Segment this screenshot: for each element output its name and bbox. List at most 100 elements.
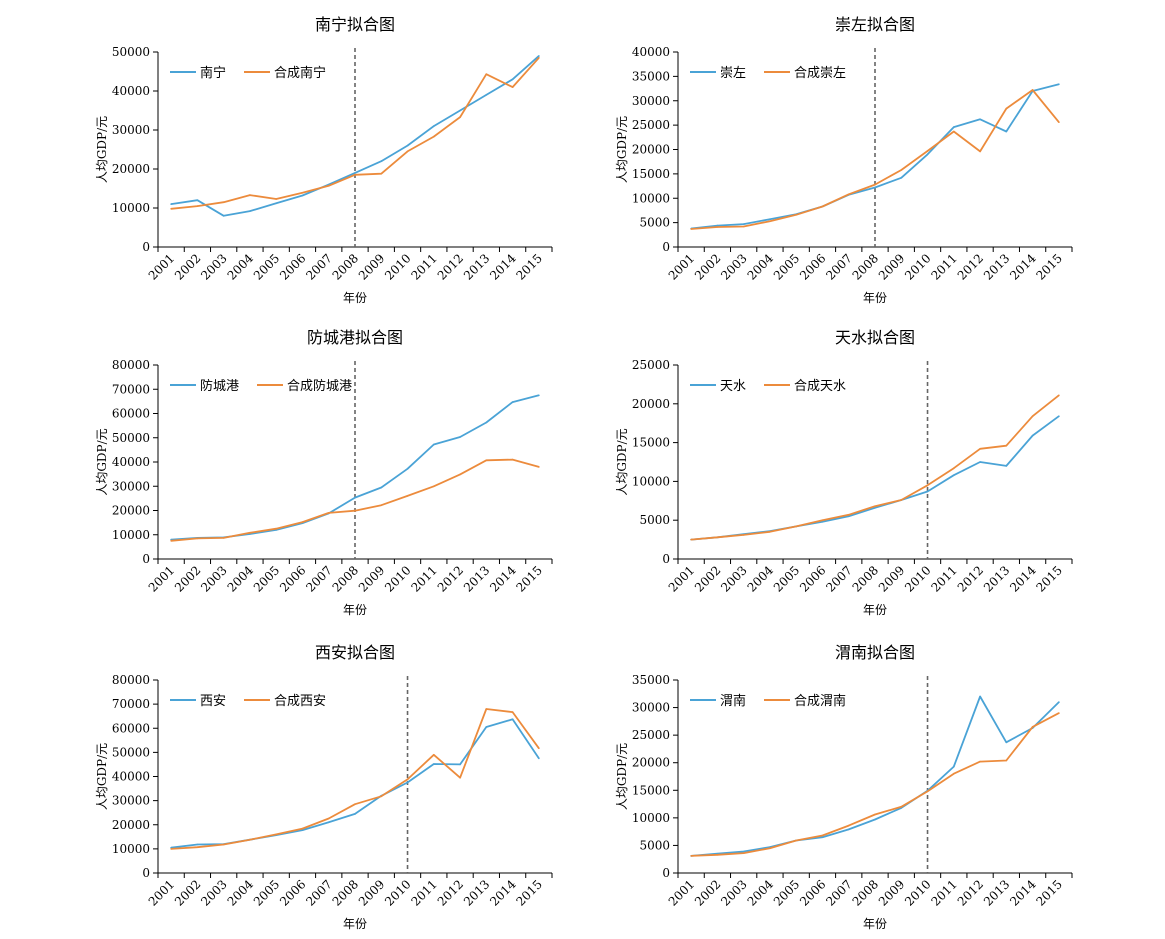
data-point bbox=[716, 224, 719, 227]
x-tick-label: 2002 bbox=[172, 877, 203, 908]
x-tick-label: 2012 bbox=[955, 251, 986, 282]
data-point bbox=[459, 776, 461, 779]
x-tick-label: 2012 bbox=[435, 251, 466, 282]
x-tick-label: 2007 bbox=[303, 563, 334, 594]
y-tick-label: 0 bbox=[662, 240, 670, 254]
data-point bbox=[354, 496, 356, 499]
data-point bbox=[354, 509, 356, 512]
data-point bbox=[1031, 434, 1034, 437]
data-point bbox=[953, 474, 955, 476]
x-tick-label: 2004 bbox=[745, 877, 777, 909]
data-point bbox=[1031, 415, 1034, 417]
series-line-actual bbox=[170, 718, 540, 849]
x-tick-label: 2004 bbox=[225, 251, 257, 283]
x-tick-label: 2014 bbox=[487, 563, 519, 595]
x-tick-label: 2013 bbox=[461, 563, 492, 594]
y-tick-label: 0 bbox=[142, 240, 150, 254]
data-point bbox=[511, 78, 514, 81]
x-tick-label: 2008 bbox=[330, 251, 361, 282]
data-point bbox=[249, 838, 251, 841]
data-point bbox=[275, 833, 278, 836]
data-point bbox=[538, 57, 540, 59]
y-tick-label: 15000 bbox=[632, 167, 670, 181]
data-point bbox=[538, 55, 540, 57]
data-point bbox=[275, 202, 278, 205]
chart-xian: 西安拟合图 0 10000 20000 30000 40000 50000 60000 7000… bbox=[0, 626, 582, 939]
x-tick-label: 2015 bbox=[1033, 251, 1064, 282]
data-point bbox=[406, 495, 409, 497]
x-tick-label: 2013 bbox=[981, 251, 1012, 282]
x-tick-label: 2009 bbox=[356, 877, 387, 908]
chart-svg: 渭南拟合图 0 5000 10000 15000 20000 25000 30000 35000… bbox=[615, 643, 1073, 931]
data-point bbox=[874, 183, 876, 186]
y-tick-label: 20000 bbox=[632, 397, 670, 411]
x-tick-label: 2008 bbox=[330, 563, 361, 594]
x-tick-label: 2005 bbox=[251, 251, 282, 282]
y-tick-label: 30000 bbox=[112, 479, 150, 493]
x-tick-label: 2008 bbox=[330, 877, 361, 908]
data-point bbox=[538, 466, 540, 468]
data-point bbox=[690, 228, 692, 230]
x-tick-label: 2001 bbox=[666, 563, 697, 594]
data-point bbox=[538, 747, 540, 750]
data-point bbox=[222, 215, 225, 217]
y-tick-label: 40000 bbox=[112, 84, 150, 98]
x-tick-label: 2007 bbox=[303, 877, 334, 908]
data-point bbox=[380, 504, 383, 506]
y-tick-label: 60000 bbox=[112, 721, 150, 735]
data-point bbox=[926, 153, 929, 156]
x-tick-label: 2009 bbox=[876, 563, 907, 594]
data-point bbox=[196, 843, 199, 846]
series-line-synthetic bbox=[691, 712, 1060, 857]
x-tick-label: 2012 bbox=[955, 563, 986, 594]
data-point bbox=[459, 116, 461, 118]
data-point bbox=[485, 459, 488, 462]
data-point bbox=[511, 86, 514, 88]
x-tick-label: 2012 bbox=[955, 877, 986, 908]
data-point bbox=[538, 757, 540, 760]
data-point bbox=[196, 199, 199, 201]
x-tick-label: 2001 bbox=[146, 251, 177, 282]
data-point bbox=[485, 708, 488, 710]
data-point bbox=[222, 537, 225, 539]
data-point bbox=[249, 194, 251, 196]
x-tick-label: 2009 bbox=[356, 251, 387, 282]
data-point bbox=[433, 485, 435, 488]
y-tick-label: 10000 bbox=[112, 201, 150, 215]
data-point bbox=[795, 214, 797, 216]
data-point bbox=[769, 220, 771, 222]
x-tick-label: 2003 bbox=[718, 251, 749, 282]
y-axis-label: 人均GDP/元 bbox=[615, 743, 629, 810]
chart-nanning: 南宁拟合图 0 10000 20000 30000 40000 50000 2001 2002 2… bbox=[0, 0, 582, 313]
chart-title: 南宁拟合图 bbox=[315, 15, 395, 34]
x-tick-label: 2003 bbox=[198, 251, 229, 282]
x-tick-label: 2014 bbox=[487, 251, 519, 283]
data-point bbox=[1058, 394, 1060, 397]
y-axis-label: 人均GDP/元 bbox=[615, 428, 629, 495]
x-tick-label: 2010 bbox=[902, 251, 933, 282]
data-point bbox=[979, 448, 981, 450]
x-tick-label: 2009 bbox=[876, 251, 907, 282]
data-point bbox=[900, 177, 903, 179]
y-tick-label: 10000 bbox=[632, 474, 670, 488]
y-tick-label: 20000 bbox=[632, 756, 670, 770]
y-tick-label: 5000 bbox=[639, 513, 670, 527]
x-tick-label: 2011 bbox=[928, 563, 959, 594]
x-tick-label: 2004 bbox=[745, 563, 777, 595]
y-tick-label: 20000 bbox=[112, 818, 150, 832]
data-point bbox=[900, 169, 903, 171]
y-axis-label: 人均GDP/元 bbox=[95, 743, 109, 810]
y-tick-label: 40000 bbox=[112, 770, 150, 784]
x-tick-label: 2005 bbox=[771, 877, 802, 908]
data-point bbox=[406, 144, 409, 147]
y-tick-label: 30000 bbox=[632, 701, 670, 715]
data-point bbox=[249, 210, 251, 212]
x-tick-label: 2002 bbox=[692, 251, 723, 282]
data-point bbox=[433, 763, 435, 765]
x-tick-label: 2006 bbox=[277, 563, 308, 594]
chart-svg: 防城港拟合图 0 10000 20000 30000 40000 50000 60000 700… bbox=[95, 328, 553, 617]
x-tick-label: 2003 bbox=[198, 877, 229, 908]
legend-label: 合成崇左 bbox=[794, 66, 846, 81]
x-tick-label: 2010 bbox=[902, 877, 933, 908]
y-axis-label: 人均GDP/元 bbox=[95, 116, 109, 183]
